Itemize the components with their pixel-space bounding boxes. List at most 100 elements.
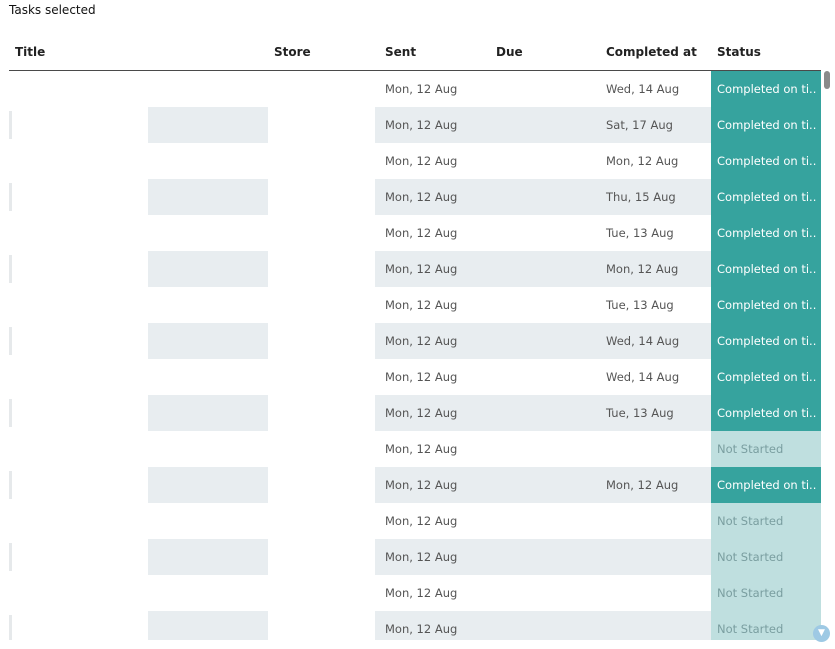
cell-title-box [148, 539, 268, 575]
table-row[interactable]: Mon, 12 Aug Sat, 17 Aug Completed on ti.. [9, 107, 821, 143]
column-header-sent[interactable]: Sent [385, 45, 417, 59]
cell-due [489, 503, 600, 539]
column-header-status[interactable]: Status [717, 45, 761, 59]
cell-title-box [148, 251, 268, 287]
cell-sent: Mon, 12 Aug [375, 467, 489, 503]
table-row[interactable]: Mon, 12 Aug Not Started [9, 575, 821, 611]
table-row[interactable]: Mon, 12 Aug Not Started [9, 539, 821, 575]
cell-title [9, 215, 148, 251]
cell-completed-at: Sat, 17 Aug [600, 107, 711, 143]
cell-sent: Mon, 12 Aug [375, 539, 489, 575]
column-header-title[interactable]: Title [15, 45, 46, 59]
cell-store [268, 467, 375, 503]
cell-title [9, 251, 148, 287]
cell-title-box [148, 467, 268, 503]
cell-title [9, 395, 148, 431]
cell-due [489, 575, 600, 611]
cell-due [489, 215, 600, 251]
cell-store [268, 287, 375, 323]
table-row[interactable]: Mon, 12 Aug Tue, 13 Aug Completed on ti.. [9, 215, 821, 251]
row-edge-marker [9, 471, 12, 499]
table-row[interactable]: Mon, 12 Aug Not Started [9, 611, 821, 640]
cell-title-box [148, 179, 268, 215]
cell-sent: Mon, 12 Aug [385, 82, 458, 96]
cell-title [9, 107, 148, 143]
column-header-store[interactable]: Store [274, 45, 311, 59]
cell-title-box [148, 143, 268, 179]
cell-due [489, 143, 600, 179]
cell-status: Not Started [711, 503, 821, 539]
table-row[interactable]: Mon, 12 Aug Thu, 15 Aug Completed on ti.. [9, 179, 821, 215]
cell-status: Completed on ti.. [711, 107, 821, 143]
cell-status: Not Started [711, 575, 821, 611]
row-edge-marker [9, 255, 12, 283]
cell-completed-at: Wed, 14 Aug [606, 82, 680, 96]
cell-title-box [148, 503, 268, 539]
cell-completed-at [600, 611, 711, 640]
cell-store [268, 179, 375, 215]
cell-title [9, 179, 148, 215]
cell-completed-at [600, 575, 711, 611]
cell-completed-at: Thu, 15 Aug [600, 179, 711, 215]
cell-store [268, 251, 375, 287]
cell-status: Not Started [711, 539, 821, 575]
cell-due [489, 539, 600, 575]
column-header-completed-at[interactable]: Completed at [606, 45, 697, 59]
table-row[interactable]: Mon, 12 Aug Tue, 13 Aug Completed on ti.. [9, 395, 821, 431]
cell-title [9, 323, 148, 359]
cell-status: Not Started [711, 431, 821, 467]
cell-title-box [148, 575, 268, 611]
cell-completed-at [600, 503, 711, 539]
table-row[interactable]: Mon, 12 Aug Wed, 14 Aug Completed on ti.. [9, 359, 821, 395]
cell-due [489, 359, 600, 395]
cell-title [9, 611, 148, 640]
chevron-down-icon[interactable]: ▼ [813, 625, 830, 642]
cell-due [489, 251, 600, 287]
table-row[interactable]: Mon, 12 Aug Wed, 14 Aug Completed on ti.. [9, 323, 821, 359]
cell-status: Completed on ti.. [711, 395, 821, 431]
table-row[interactable]: Mon, 12 Aug Mon, 12 Aug Completed on ti.. [9, 143, 821, 179]
cell-completed-at: Wed, 14 Aug [606, 370, 680, 384]
cell-title [9, 143, 148, 179]
cell-status: Completed on ti.. [711, 179, 821, 215]
cell-due [489, 107, 600, 143]
cell-due [489, 71, 600, 107]
cell-store [268, 395, 375, 431]
table-row[interactable]: Mon, 12 Aug Wed, 14 Aug Completed on ti.. [9, 71, 821, 107]
table-row[interactable]: Mon, 12 Aug Tue, 13 Aug Completed on ti.. [9, 287, 821, 323]
cell-completed-at: Mon, 12 Aug [606, 154, 679, 168]
cell-title [9, 431, 148, 467]
cell-due [489, 287, 600, 323]
table-scrollbar[interactable] [815, 71, 824, 639]
cell-status: Completed on ti.. [711, 71, 821, 107]
cell-completed-at: Tue, 13 Aug [606, 298, 674, 312]
cell-sent: Mon, 12 Aug [375, 107, 489, 143]
cell-status: Completed on ti.. [711, 287, 821, 323]
row-edge-marker [9, 399, 12, 427]
cell-status: Completed on ti.. [711, 143, 821, 179]
cell-store [268, 359, 375, 395]
cell-title-box [148, 359, 268, 395]
cell-completed-at: Wed, 14 Aug [600, 323, 711, 359]
cell-completed-at: Mon, 12 Aug [600, 251, 711, 287]
table-row[interactable]: Mon, 12 Aug Mon, 12 Aug Completed on ti.. [9, 467, 821, 503]
table-row[interactable]: Mon, 12 Aug Not Started [9, 431, 821, 467]
cell-sent: Mon, 12 Aug [385, 370, 458, 384]
column-header-due[interactable]: Due [496, 45, 523, 59]
cell-store [268, 611, 375, 640]
table-row[interactable]: Mon, 12 Aug Mon, 12 Aug Completed on ti.. [9, 251, 821, 287]
cell-due [489, 467, 600, 503]
row-edge-marker [9, 183, 12, 211]
cell-title-box [148, 215, 268, 251]
cell-title [9, 503, 148, 539]
cell-status: Completed on ti.. [711, 467, 821, 503]
cell-due [489, 431, 600, 467]
cell-sent: Mon, 12 Aug [385, 154, 458, 168]
cell-title-box [148, 395, 268, 431]
tasks-table: Title Store Sent Due Completed at Status… [9, 36, 833, 640]
table-row[interactable]: Mon, 12 Aug Not Started [9, 503, 821, 539]
cell-status: Not Started [711, 611, 821, 640]
scrollbar-thumb[interactable] [824, 71, 830, 89]
cell-store [268, 323, 375, 359]
cell-store [268, 71, 375, 107]
